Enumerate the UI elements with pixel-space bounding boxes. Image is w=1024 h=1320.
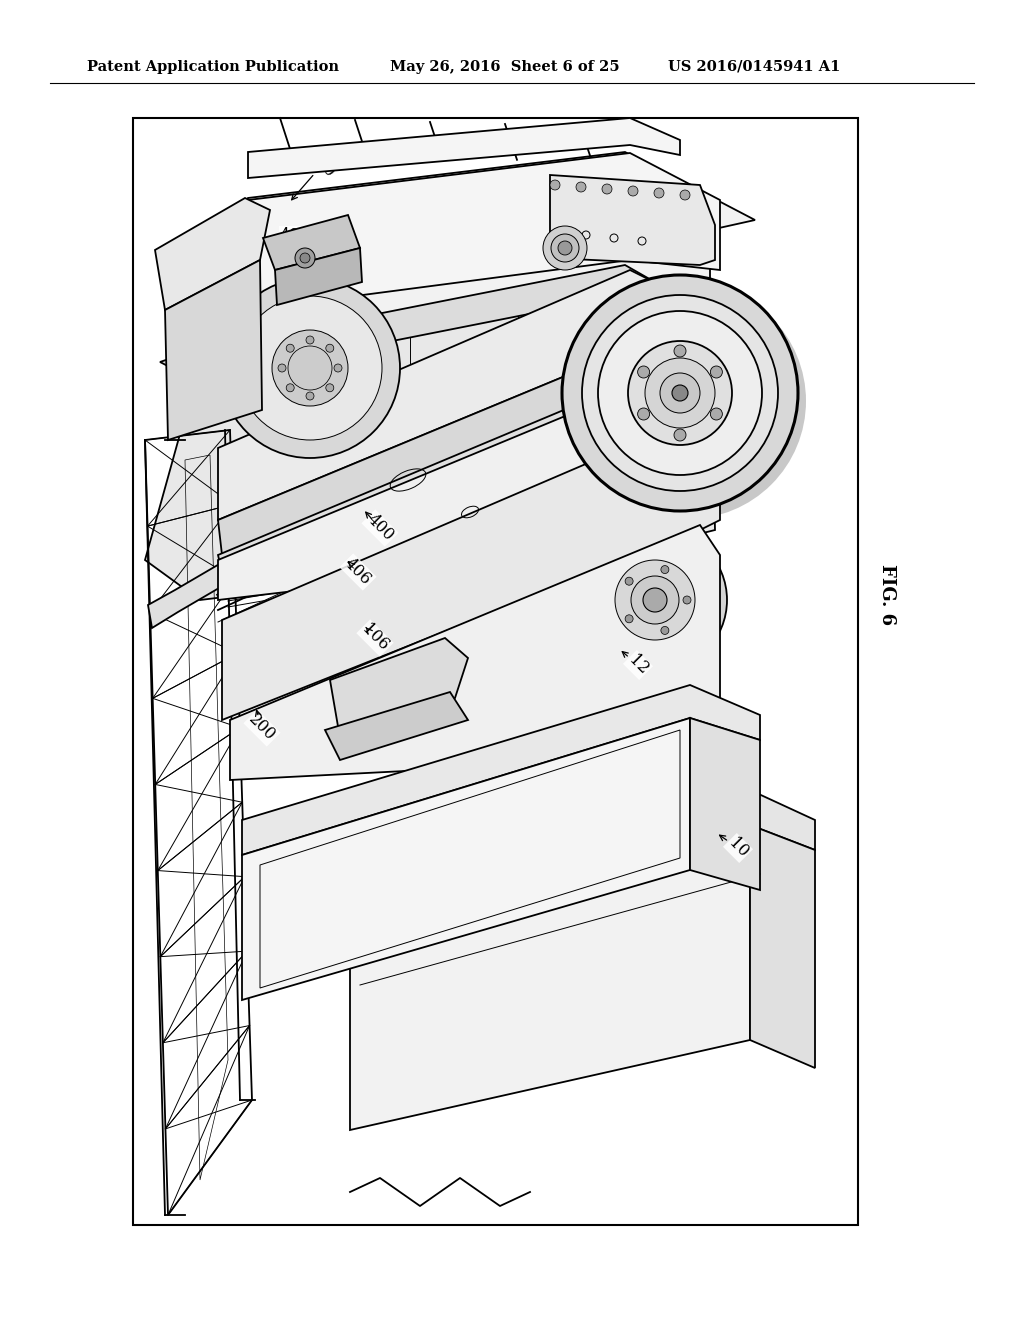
Circle shape: [220, 279, 400, 458]
Circle shape: [573, 304, 763, 492]
Circle shape: [598, 312, 762, 475]
Polygon shape: [690, 718, 760, 890]
Polygon shape: [350, 789, 815, 935]
Polygon shape: [165, 260, 262, 440]
Polygon shape: [160, 265, 660, 380]
Polygon shape: [520, 548, 680, 649]
Bar: [134, 119, 857, 1224]
Polygon shape: [222, 414, 720, 719]
Polygon shape: [263, 215, 360, 271]
Circle shape: [680, 190, 690, 201]
Circle shape: [711, 408, 722, 420]
Circle shape: [558, 242, 572, 255]
Polygon shape: [750, 825, 815, 1068]
Polygon shape: [350, 825, 750, 1130]
Text: 106: 106: [358, 622, 392, 655]
Text: 404: 404: [280, 227, 310, 244]
Circle shape: [672, 385, 688, 401]
Circle shape: [334, 364, 342, 372]
Circle shape: [286, 384, 294, 392]
Polygon shape: [242, 718, 690, 1001]
Circle shape: [645, 358, 715, 428]
Text: 130: 130: [573, 211, 607, 244]
Polygon shape: [148, 470, 390, 628]
Text: 406: 406: [341, 556, 375, 589]
Circle shape: [638, 408, 649, 420]
Bar: [133, 117, 858, 1225]
Circle shape: [286, 345, 294, 352]
Polygon shape: [242, 685, 760, 855]
Polygon shape: [145, 285, 715, 601]
Polygon shape: [275, 248, 362, 305]
Circle shape: [543, 226, 587, 271]
Circle shape: [570, 282, 806, 519]
Circle shape: [631, 576, 679, 624]
Circle shape: [615, 560, 695, 640]
Text: 400: 400: [364, 511, 396, 545]
Circle shape: [306, 392, 314, 400]
Circle shape: [562, 275, 798, 511]
Circle shape: [550, 180, 560, 190]
Circle shape: [628, 341, 732, 445]
Circle shape: [660, 627, 669, 635]
Text: 200: 200: [246, 711, 279, 744]
Circle shape: [306, 337, 314, 345]
Polygon shape: [155, 198, 270, 310]
Circle shape: [575, 182, 586, 191]
Text: 300: 300: [305, 148, 339, 182]
Circle shape: [300, 253, 310, 263]
Polygon shape: [218, 385, 660, 601]
Circle shape: [326, 384, 334, 392]
Circle shape: [674, 429, 686, 441]
Text: FIG. 6: FIG. 6: [878, 565, 896, 626]
Circle shape: [582, 294, 778, 491]
Circle shape: [643, 587, 667, 612]
Circle shape: [674, 345, 686, 356]
Text: Patent Application Publication: Patent Application Publication: [87, 59, 339, 74]
Circle shape: [272, 330, 348, 407]
Circle shape: [711, 366, 722, 378]
Circle shape: [660, 374, 700, 413]
Text: 12: 12: [625, 652, 651, 678]
Polygon shape: [325, 692, 468, 760]
Circle shape: [654, 187, 664, 198]
Circle shape: [600, 545, 710, 655]
Polygon shape: [330, 638, 468, 738]
Circle shape: [638, 366, 649, 378]
Polygon shape: [248, 153, 720, 310]
Polygon shape: [640, 400, 740, 480]
Polygon shape: [218, 271, 660, 520]
Circle shape: [278, 364, 286, 372]
Polygon shape: [230, 525, 720, 780]
Circle shape: [628, 186, 638, 195]
Polygon shape: [248, 117, 680, 178]
Text: 10: 10: [725, 834, 752, 861]
Polygon shape: [550, 176, 715, 265]
Circle shape: [238, 296, 382, 440]
Text: 18: 18: [690, 322, 711, 338]
Text: US 2016/0145941 A1: US 2016/0145941 A1: [668, 59, 841, 74]
Circle shape: [551, 234, 579, 261]
Circle shape: [602, 183, 612, 194]
Circle shape: [295, 248, 315, 268]
Text: May 26, 2016  Sheet 6 of 25: May 26, 2016 Sheet 6 of 25: [390, 59, 620, 74]
Circle shape: [683, 597, 691, 605]
Text: 402: 402: [269, 409, 300, 426]
Circle shape: [583, 528, 727, 672]
Polygon shape: [218, 378, 645, 572]
Circle shape: [660, 565, 669, 574]
Polygon shape: [218, 345, 645, 554]
Circle shape: [326, 345, 334, 352]
Circle shape: [593, 323, 743, 473]
Circle shape: [625, 577, 633, 585]
Circle shape: [625, 615, 633, 623]
Polygon shape: [195, 152, 755, 380]
